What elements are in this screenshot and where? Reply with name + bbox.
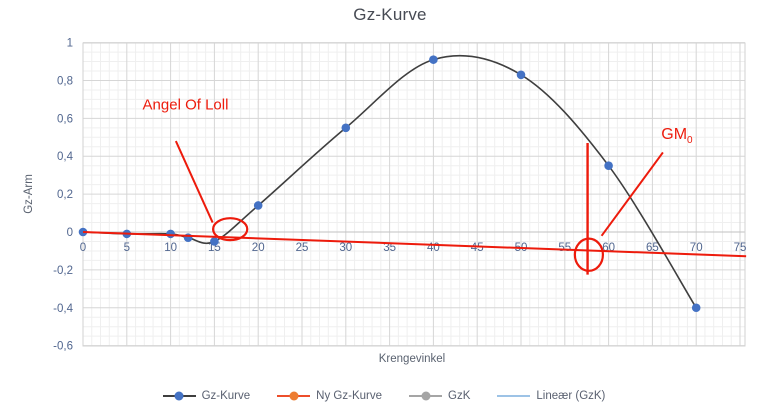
gm-slope-line (82, 231, 747, 258)
x-tick-label: 25 (296, 242, 309, 254)
x-tick-label: 15 (208, 242, 221, 254)
legend-item-ny-gz-kurve: Ny Gz-Kurve (277, 390, 382, 402)
chart-title: Gz-Kurve (353, 5, 427, 24)
gm0-label-subscript: 0 (687, 135, 693, 147)
gz-curve-point (604, 161, 613, 171)
plot-border (82, 42, 746, 347)
legend-label: Gz-Kurve (201, 390, 251, 402)
y-tick-label: 0,2 (57, 189, 73, 201)
legend-swatch (277, 391, 311, 401)
x-axis-title: Krengevinkel (378, 353, 446, 365)
x-tick-label: 45 (471, 242, 484, 254)
legend-swatch (162, 391, 196, 401)
x-tick-label: 20 (252, 242, 265, 254)
gz-curve-point (691, 303, 701, 313)
annotation-angle-of-loll-label: Angel Of Loll (142, 96, 229, 114)
gz-curve-point (516, 70, 526, 80)
annotation-gm0-label: GM0 (661, 126, 692, 146)
chart-legend: Gz-Kurve Ny Gz-Kurve GzK Lineær (GzK) (0, 387, 768, 405)
legend-item-gzk: GzK (409, 390, 470, 402)
y-tick-label: -0,6 (53, 341, 73, 353)
legend-item-line-r-gzk-: Lineær (GzK) (497, 390, 605, 402)
x-tick-label: 30 (339, 242, 352, 254)
legend-marker-dot (421, 391, 430, 401)
y-tick-label: 0,6 (57, 113, 73, 125)
y-tick-label: 0,4 (57, 151, 74, 163)
legend-label: GzK (448, 390, 471, 402)
gz-curve-point (210, 237, 219, 246)
legend-item-gz-kurve: Gz-Kurve (162, 390, 251, 402)
legend-label: Ny Gz-Kurve (316, 390, 382, 402)
legend-swatch (409, 391, 442, 401)
gm0-label-main: GM (661, 126, 688, 144)
y-tick-label: 0,8 (57, 75, 73, 87)
x-tick-label: 75 (734, 242, 747, 254)
gz-curve-point (253, 201, 263, 210)
y-axis-title: Gz-Arm (23, 174, 35, 214)
y-tick-label: 0 (67, 227, 73, 239)
loll-ellipse (211, 217, 249, 242)
y-tick-label: -0,4 (53, 303, 73, 315)
gm-circle (573, 237, 605, 272)
loll-pointer-line (174, 140, 214, 223)
x-tick-label: 10 (164, 242, 177, 254)
gz-curve-point (183, 233, 193, 242)
gz-curve-point (166, 229, 175, 239)
y-tick-label: -0,2 (53, 265, 73, 277)
x-tick-label: 55 (558, 242, 571, 254)
legend-line-sample (497, 395, 531, 397)
x-tick-label: 5 (124, 242, 130, 254)
x-tick-label: 35 (383, 242, 396, 254)
legend-swatch (497, 391, 531, 401)
legend-label: Lineær (GzK) (536, 390, 606, 402)
y-tick-label: 1 (67, 38, 73, 50)
gz-curve-point (429, 55, 438, 64)
gz-curve-point (341, 123, 351, 133)
x-tick-label: 0 (80, 242, 86, 254)
legend-marker-dot (174, 391, 184, 401)
legend-marker-dot (289, 391, 299, 401)
x-tick-label: 70 (690, 242, 703, 254)
x-tick-label: 65 (646, 242, 659, 254)
gm-pointer-line (600, 151, 664, 237)
